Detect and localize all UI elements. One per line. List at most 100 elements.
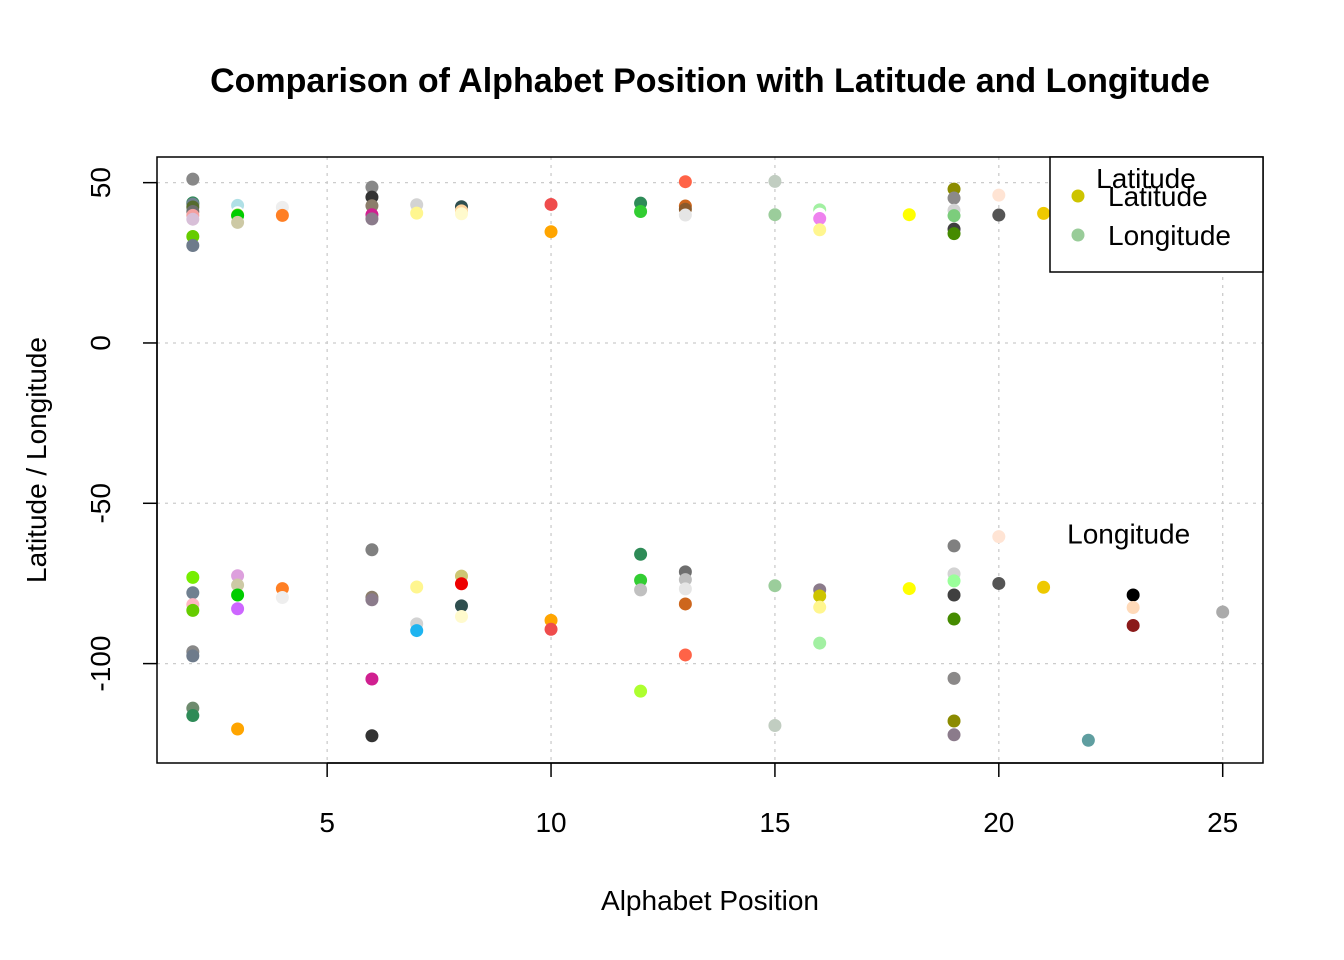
legend-marker-latitude [1071,189,1085,203]
x-tick-label: 25 [1207,807,1238,838]
longitude-point [992,530,1006,544]
latitude-point [947,209,961,223]
longitude-point [365,593,379,607]
longitude-point [231,602,245,616]
latitude-point [410,206,424,220]
longitude-point [634,583,648,597]
legend-title: Latitude [1096,163,1196,194]
latitude-point [947,182,961,196]
longitude-point [275,591,289,605]
legend-marker-longitude [1071,228,1085,242]
latitude-point [1037,206,1051,220]
x-axis-label: Alphabet Position [601,885,819,916]
longitude-point [275,582,289,596]
legend-label-longitude: Longitude [1108,220,1231,251]
longitude-point [634,547,648,561]
longitude-point [768,579,782,593]
longitude-point [365,729,379,743]
y-axis-label: Latitude / Longitude [21,337,52,583]
x-tick-label: 5 [319,807,335,838]
longitude-point [813,589,827,603]
latitude-point [454,207,468,221]
longitude-point [186,570,200,584]
longitude-point [634,573,648,587]
longitude-point [678,597,692,611]
latitude-point [365,180,379,194]
longitude-point [186,709,200,723]
longitude-point [992,576,1006,590]
latitude-point [947,227,961,241]
latitude-point [902,208,916,222]
longitude-point [678,573,692,587]
latitude-point [275,208,289,222]
longitude-point [1126,618,1140,632]
latitude-point [544,197,558,211]
longitude-point [544,622,558,636]
latitude-point [813,212,827,226]
longitude-point [186,586,200,600]
longitude-point [365,672,379,686]
x-tick-label: 15 [759,807,790,838]
longitude-point [678,582,692,596]
longitude-point [1126,588,1140,602]
y-tick-label: -50 [85,483,116,523]
axes: 5 10 15 20 25 50 0 -50 -100 [85,167,1238,838]
latitude-point [768,174,782,188]
longitude-point [947,714,961,728]
longitude-point [902,582,916,596]
latitude-point [365,212,379,226]
longitude-point [186,603,200,617]
longitude-point [813,600,827,614]
x-tick-label: 10 [535,807,566,838]
latitude-point [634,205,648,219]
longitude-point [1037,580,1051,594]
longitude-point [947,539,961,553]
longitude-point [1216,605,1230,619]
longitude-point [947,612,961,626]
legend: Latitude Latitude Longitude [1049,156,1264,273]
longitude-annotation: Longitude [1067,519,1190,550]
longitude-point [454,609,468,623]
legend-label-latitude: Latitude [1108,181,1208,212]
latitude-point [186,172,200,186]
data-points [186,172,1230,747]
x-tick-label: 20 [983,807,1014,838]
latitude-point [186,212,200,226]
chart-title: Comparison of Alphabet Position with Lat… [210,62,1210,100]
y-tick-label: -100 [85,636,116,692]
longitude-point [947,671,961,685]
longitude-point [544,613,558,627]
longitude-point [678,648,692,662]
longitude-point [231,588,245,602]
latitude-point [186,238,200,252]
latitude-point [186,230,200,244]
longitude-point [947,574,961,588]
longitude-point [231,722,245,736]
latitude-point [678,208,692,222]
longitude-point [768,718,782,732]
longitude-point [634,684,648,698]
latitude-point [947,191,961,205]
latitude-point [544,225,558,239]
latitude-point [992,188,1006,202]
latitude-point [813,223,827,237]
longitude-point [454,599,468,613]
y-tick-label: 50 [85,167,116,198]
latitude-point [678,175,692,189]
longitude-point [813,636,827,650]
longitude-point [1126,600,1140,614]
latitude-point [992,208,1006,222]
longitude-point [410,580,424,594]
latitude-point [768,208,782,222]
longitude-point [365,543,379,557]
longitude-point [454,577,468,591]
latitude-point [365,199,379,213]
latitude-point [231,215,245,229]
longitude-point [410,624,424,638]
longitude-point [231,578,245,592]
longitude-point [947,728,961,742]
longitude-point [947,588,961,602]
legend-box [1049,156,1264,273]
longitude-point [186,649,200,663]
